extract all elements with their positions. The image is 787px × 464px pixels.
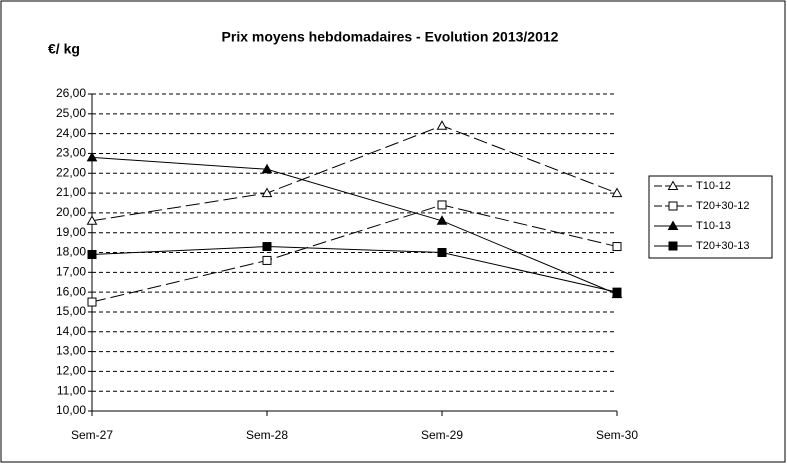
legend-label: T10-12 bbox=[696, 180, 731, 192]
y-tick-label: 13,00 bbox=[56, 344, 86, 358]
y-tick-label: 17,00 bbox=[56, 264, 86, 278]
chart-title: Prix moyens hebdomadaires - Evolution 20… bbox=[222, 29, 559, 45]
series-line bbox=[91, 246, 618, 293]
marker bbox=[612, 242, 622, 252]
series-line bbox=[91, 204, 618, 303]
marker bbox=[668, 201, 678, 211]
marker bbox=[436, 215, 448, 225]
legend-label: T10-13 bbox=[696, 220, 731, 232]
marker bbox=[437, 200, 447, 210]
marker bbox=[261, 163, 273, 174]
y-tick-label: 24,00 bbox=[56, 126, 86, 140]
legend-label: T20+30-12 bbox=[696, 200, 750, 212]
marker bbox=[86, 215, 98, 225]
y-tick-label: 15,00 bbox=[56, 304, 86, 318]
y-tick-label: 20,00 bbox=[56, 205, 86, 219]
y-tick-label: 23,00 bbox=[56, 146, 86, 160]
marker bbox=[436, 120, 448, 130]
y-tick-label: 22,00 bbox=[56, 165, 86, 179]
marker bbox=[87, 297, 97, 307]
x-tick-label: Sem-27 bbox=[71, 428, 113, 442]
x-tick-label: Sem-28 bbox=[246, 428, 288, 442]
series-line bbox=[91, 156, 618, 295]
y-tick-label: 26,00 bbox=[56, 86, 86, 100]
marker bbox=[261, 187, 273, 198]
marker bbox=[668, 241, 678, 251]
x-tick-label: Sem-30 bbox=[596, 428, 638, 442]
y-tick-label: 10,00 bbox=[56, 403, 86, 417]
marker bbox=[667, 180, 679, 190]
y-tick-label: 12,00 bbox=[56, 364, 86, 378]
y-axis-label: €/ kg bbox=[48, 41, 80, 57]
y-tick-label: 21,00 bbox=[56, 185, 86, 199]
legend-label: T20+30-13 bbox=[696, 240, 750, 252]
series-line bbox=[91, 125, 618, 222]
marker bbox=[87, 249, 97, 259]
marker bbox=[667, 220, 679, 230]
marker bbox=[262, 242, 272, 252]
x-tick-label: Sem-29 bbox=[421, 428, 463, 442]
y-tick-label: 11,00 bbox=[57, 383, 86, 397]
y-tick-label: 14,00 bbox=[56, 324, 86, 338]
marker bbox=[611, 187, 623, 198]
y-tick-label: 19,00 bbox=[56, 225, 86, 239]
marker bbox=[437, 248, 447, 257]
marker bbox=[262, 255, 272, 265]
y-tick-label: 16,00 bbox=[56, 284, 86, 298]
marker bbox=[86, 151, 98, 162]
y-tick-label: 18,00 bbox=[56, 245, 86, 259]
marker bbox=[612, 287, 622, 297]
y-tick-label: 25,00 bbox=[56, 106, 86, 120]
